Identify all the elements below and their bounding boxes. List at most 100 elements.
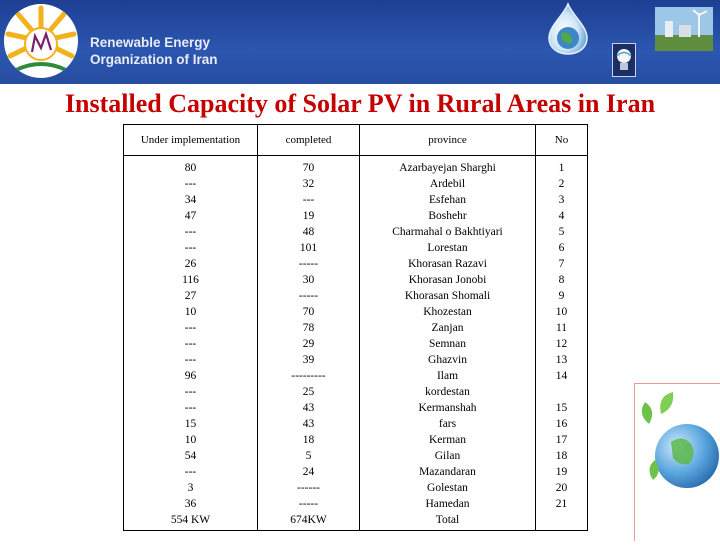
under-implementation-cell: --- — [184, 402, 197, 414]
completed-cell: 101 — [299, 242, 318, 254]
completed-cell: 43 — [302, 418, 315, 430]
under-implementation-cell: 15 — [184, 418, 197, 430]
completed-cell: --- — [302, 194, 315, 206]
under-implementation-cell: 10 — [184, 434, 197, 446]
under-implementation-cell: 96 — [184, 370, 197, 382]
completed-cell: 48 — [302, 226, 315, 238]
completed-cell: 674KW — [290, 514, 327, 526]
completed-cell: 32 — [302, 178, 315, 190]
globe-leaves-icon — [634, 383, 720, 541]
under-implementation-cell: 26 — [184, 258, 197, 270]
completed-cell: 70 — [302, 306, 315, 318]
province-cell: Khorasan Shomali — [404, 290, 491, 302]
no-cell: 3 — [558, 194, 565, 206]
province-cell: Lorestan — [427, 242, 468, 254]
column-header-under-implementation: Under implementation — [123, 124, 258, 156]
under-implementation-cell: 54 — [184, 450, 197, 462]
province-cell: Hamedan — [425, 498, 470, 510]
province-cell: kordestan — [425, 386, 470, 398]
province-cell: Kerman — [428, 434, 467, 446]
under-implementation-cell: --- — [184, 466, 197, 478]
no-cell: 14 — [555, 370, 568, 382]
no-cell: 21 — [555, 498, 568, 510]
org-name-line-2: Organization of Iran — [90, 52, 218, 67]
table-header-row: Under implementation completed province … — [123, 124, 588, 156]
completed-cell: 78 — [302, 322, 315, 334]
organization-name: Renewable Energy Organization of Iran — [90, 34, 218, 68]
no-cell: 17 — [555, 434, 568, 446]
no-cell: 5 — [558, 226, 565, 238]
completed-cell: 19 — [302, 210, 315, 222]
no-cell: 4 — [558, 210, 565, 222]
sun-logo-icon — [4, 4, 78, 78]
completed-cell: --------- — [291, 370, 326, 382]
no-cell: 8 — [558, 274, 565, 286]
water-droplet-globe-icon — [543, 2, 593, 56]
no-cell: 20 — [555, 482, 568, 494]
province-cell: Mazandaran — [419, 466, 476, 478]
province-column: Azarbayejan Sharghi Ardebil Esfehan Boshehr… — [359, 155, 536, 531]
under-implementation-cell: 554 KW — [170, 514, 211, 526]
under-implementation-cell: --- — [184, 178, 197, 190]
province-cell: Boshehr — [428, 210, 467, 222]
under-implementation-cell: 80 — [184, 162, 197, 174]
no-cell: 1 — [558, 162, 565, 174]
under-implementation-cell: --- — [184, 242, 197, 254]
no-cell: 13 — [555, 354, 568, 366]
province-cell: Ardebil — [429, 178, 466, 190]
under-implementation-cell: 3 — [187, 482, 194, 494]
completed-column: 70 32 --- 19 48 101 ----- 30 ----- 70 78 29 39 ------… — [257, 155, 360, 531]
column-header-province: province — [359, 124, 536, 156]
no-cell: 6 — [558, 242, 565, 254]
no-cell: 12 — [555, 338, 568, 350]
capacity-table: Under implementation completed province … — [123, 124, 588, 531]
province-cell: Zanjan — [431, 322, 464, 334]
under-implementation-cell: --- — [184, 354, 197, 366]
completed-cell: 24 — [302, 466, 315, 478]
province-cell: Khozestan — [423, 306, 472, 318]
under-implementation-cell: 10 — [184, 306, 197, 318]
column-header-no: No — [535, 124, 588, 156]
no-cell: 10 — [555, 306, 568, 318]
completed-cell: 29 — [302, 338, 315, 350]
org-name-line-1: Renewable Energy — [90, 35, 211, 50]
no-cell: 19 — [555, 466, 568, 478]
no-cell — [536, 384, 587, 400]
landscape-photo-icon — [655, 7, 713, 51]
province-cell: Esfehan — [428, 194, 467, 206]
completed-cell: 18 — [302, 434, 315, 446]
province-cell: Gilan — [434, 450, 461, 462]
under-implementation-cell: --- — [184, 322, 197, 334]
no-cell: 11 — [555, 322, 568, 334]
completed-cell: 30 — [302, 274, 315, 286]
no-cell: 18 — [555, 450, 568, 462]
province-cell: Kermanshah — [418, 402, 477, 414]
completed-cell: 70 — [302, 162, 315, 174]
province-cell: Golestan — [427, 482, 468, 494]
province-cell: Ghazvin — [428, 354, 467, 366]
province-cell: fars — [438, 418, 457, 430]
under-implementation-column: 80 --- 34 47 --- --- 26 116 27 10 --- --- --- 96 --- --… — [123, 155, 258, 531]
table-body-row: 80 --- 34 47 --- --- 26 116 27 10 --- --- --- 96 --- --… — [123, 155, 588, 531]
completed-cell: ------ — [297, 482, 320, 494]
completed-cell: ----- — [298, 258, 319, 270]
province-cell: Charmahal o Bakhtiyari — [392, 226, 503, 238]
no-cell: 7 — [558, 258, 565, 270]
no-column: 1 2 3 4 5 6 7 8 9 10 11 12 13 14 15 16 17 18 19 20 21 — [535, 155, 588, 531]
under-implementation-cell: 27 — [184, 290, 197, 302]
province-cell: Total — [435, 514, 460, 526]
under-implementation-cell: --- — [184, 386, 197, 398]
completed-cell: 43 — [302, 402, 315, 414]
no-cell: 2 — [558, 178, 565, 190]
no-cell: 9 — [558, 290, 565, 302]
completed-cell: ----- — [298, 498, 319, 510]
column-header-completed: completed — [257, 124, 360, 156]
under-implementation-cell: 36 — [184, 498, 197, 510]
page-title: Installed Capacity of Solar PV in Rural … — [64, 89, 656, 118]
province-cell: Khorasan Razavi — [408, 258, 487, 270]
energy-bulb-icon — [612, 43, 636, 77]
province-cell: Ilam — [436, 370, 459, 382]
no-cell: 15 — [555, 402, 568, 414]
no-cell: 16 — [555, 418, 568, 430]
completed-cell: ----- — [298, 290, 319, 302]
